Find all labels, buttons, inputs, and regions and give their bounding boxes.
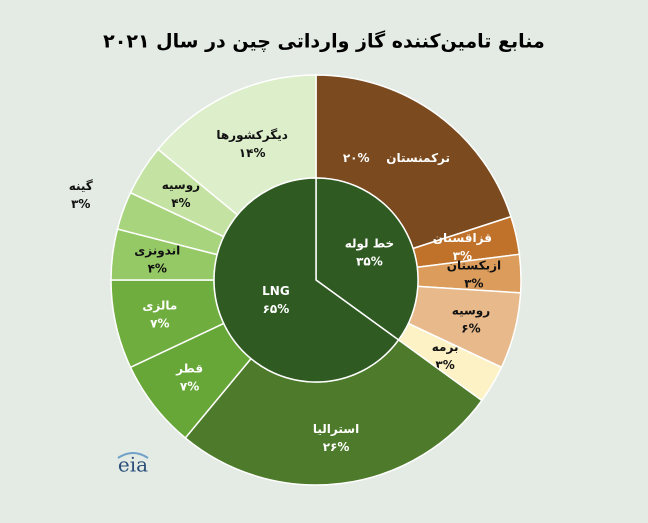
slice-label: قطر — [175, 362, 203, 376]
slice-value: ۲۶% — [323, 440, 350, 454]
slice-value: ۲۰% — [343, 151, 370, 165]
source-logo: eia — [118, 453, 148, 477]
slice-label: روسیه — [452, 303, 490, 318]
logo-arc — [117, 452, 149, 459]
slice-value: ۷% — [150, 316, 169, 330]
slice-value: ۳۵% — [356, 254, 383, 268]
slice-value: ۷% — [180, 380, 199, 394]
slice-label: قزاقستان — [433, 231, 492, 245]
slice-label: ترکمنستان — [386, 151, 450, 165]
slice — [213, 177, 400, 383]
slice-label: گینه — [69, 179, 93, 193]
chart-title: منابع تامین‌کننده گاز وارداتی چین در سال… — [103, 30, 545, 53]
slice-value: ۱۴% — [239, 146, 266, 160]
slice-value: ۳% — [453, 249, 472, 263]
slice-label: برمه — [432, 340, 459, 354]
slice-value: ۴% — [148, 261, 167, 275]
slice-label: دیگرکشورها — [216, 128, 288, 143]
slice-value: ۶۵% — [263, 302, 290, 316]
slice-label: خط لوله — [345, 236, 395, 251]
slice-label: روسیه — [162, 178, 200, 193]
slice-label: ازبکستان — [447, 259, 501, 273]
slice-label: LNG — [262, 284, 290, 298]
slice-label: استرالیا — [313, 422, 359, 436]
slice-value: ۴% — [171, 196, 190, 210]
slice-value: ۳% — [464, 277, 483, 291]
slice-value: ۳% — [71, 197, 90, 211]
slice-value: ۶% — [461, 321, 480, 335]
slice-value: ۳% — [435, 358, 454, 372]
slice-label: اندونزی — [134, 243, 180, 258]
slice-label: مالزی — [142, 298, 177, 312]
slice — [315, 177, 419, 342]
